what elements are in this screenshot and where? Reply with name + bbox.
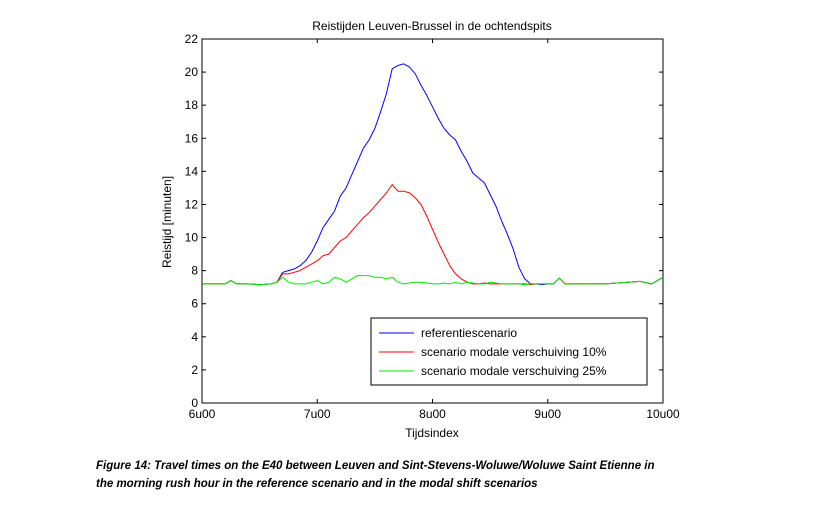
y-tick-label: 0 [191,396,198,410]
y-tick-label: 2 [191,363,198,377]
legend-box [370,317,648,386]
x-tick-label: 7u00 [304,407,331,421]
x-tick-label: 10u00 [646,407,680,421]
legend: referentiescenario scenario modale versch… [370,317,648,386]
legend-label-2: scenario modale verschuiving 10% [421,345,607,359]
series-layer [202,63,664,286]
y-tick-label: 12 [185,197,199,211]
x-axis-label: Tijdsindex [405,426,459,440]
chart-title: Reistijden Leuven-Brussel in de ochtends… [312,19,551,33]
y-tick-label: 4 [191,330,198,344]
y-tick-label: 16 [185,131,199,145]
y-tick-label: 8 [191,264,198,278]
legend-label-3: scenario modale verschuiving 25% [421,364,607,378]
x-tick-label: 8u00 [419,407,446,421]
travel-time-chart: Reistijden Leuven-Brussel in de ochtends… [160,19,680,440]
x-tick-label: 6u00 [189,407,216,421]
x-tick-label: 9u00 [534,407,561,421]
figure-caption: Figure 14: Travel times on the E40 betwe… [96,457,796,493]
y-tick-label: 6 [191,297,198,311]
y-tick-label: 14 [185,164,199,178]
caption-line-1: Figure 14: Travel times on the E40 betwe… [96,460,655,472]
y-axis-label: Reistijd [minuten] [160,176,174,268]
axis-layer: 6u00 7u00 8u00 9u00 10u00 0 2 4 6 8 10 12 14 16 18 20 22 [185,32,680,421]
legend-label-1: referentiescenario [421,326,517,340]
y-tick-label: 10 [185,231,199,245]
y-tick-label: 22 [185,32,199,46]
caption-line-2: the morning rush hour in the reference s… [96,478,538,490]
y-tick-label: 18 [185,98,199,112]
series-line-3 [202,275,664,286]
y-tick-label: 20 [185,65,199,79]
